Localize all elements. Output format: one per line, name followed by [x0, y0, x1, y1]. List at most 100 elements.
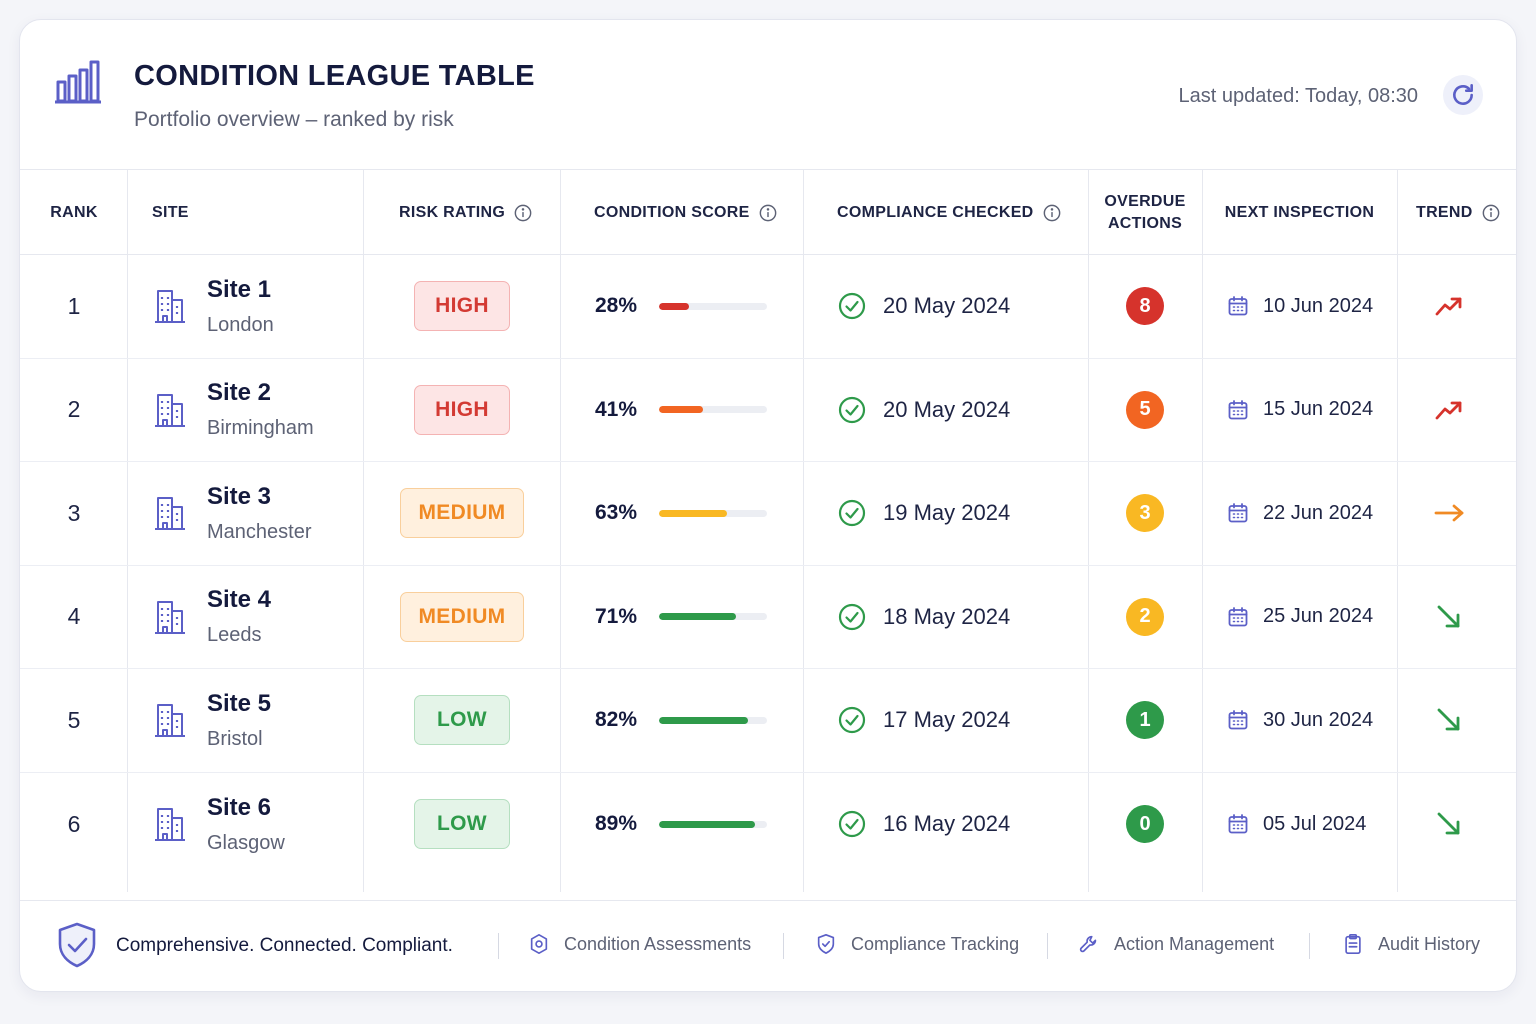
building-icon [155, 704, 185, 738]
score-bar-fill [659, 613, 736, 621]
info-icon[interactable] [759, 204, 777, 222]
site-cell[interactable]: Site 4 Leeds [153, 566, 271, 669]
site-cell[interactable]: Site 6 Glasgow [153, 773, 285, 877]
site-cell[interactable]: Site 1 London [153, 255, 274, 358]
calendar-icon [1228, 814, 1248, 834]
score-value: 63% [595, 501, 638, 525]
risk-cell: HIGH [363, 255, 561, 358]
column-header-next-inspection[interactable]: NEXT INSPECTION [1224, 203, 1375, 221]
column-header-trend[interactable]: TREND [1416, 170, 1500, 255]
overdue-count-badge[interactable]: 0 [1126, 805, 1164, 844]
footer-link-action-management[interactable]: Action Management [1078, 933, 1274, 955]
column-divider [1397, 170, 1398, 892]
score-cell: 71% [595, 566, 767, 669]
column-header-compliance[interactable]: COMPLIANCE CHECKED [837, 170, 1061, 255]
score-bar-fill [659, 509, 728, 517]
risk-cell: LOW [363, 669, 561, 772]
overdue-count-badge[interactable]: 1 [1126, 701, 1164, 740]
site-name[interactable]: Site 1 [207, 275, 272, 303]
next-inspection-date: 25 Jun 2024 [1263, 605, 1374, 628]
building-icon [155, 393, 185, 427]
footer-link-audit-history[interactable]: Audit History [1342, 933, 1480, 955]
column-header-site[interactable]: SITE [152, 203, 189, 221]
footer-link-compliance-tracking[interactable]: Compliance Tracking [815, 933, 1019, 955]
overdue-cell: 2 [1088, 566, 1202, 669]
next-inspection-cell: 10 Jun 2024 [1227, 255, 1373, 358]
score-value: 41% [595, 397, 638, 421]
site-name[interactable]: Site 2 [207, 379, 272, 407]
table-row[interactable]: 2 Site 2 Birmingham HIGH 41% 20 May 2024 5 15 J… [20, 359, 1516, 462]
footer-tagline: Comprehensive. Connected. Compliant. [116, 935, 453, 956]
site-city: Glasgow [207, 831, 285, 854]
site-city: Leeds [207, 624, 262, 647]
next-inspection-date: 22 Jun 2024 [1263, 501, 1374, 524]
overdue-count-badge[interactable]: 5 [1126, 390, 1164, 429]
score-value: 28% [595, 294, 638, 318]
compliance-date: 20 May 2024 [883, 293, 1011, 319]
next-inspection-date: 05 Jul 2024 [1263, 812, 1367, 835]
info-icon[interactable] [1043, 204, 1061, 222]
score-cell: 28% [595, 255, 767, 358]
rank-cell: 4 [67, 603, 81, 630]
footer-link-condition-assessments[interactable]: Condition Assessments [528, 933, 751, 955]
overdue-count-badge[interactable]: 3 [1126, 494, 1164, 533]
info-icon[interactable] [1482, 204, 1500, 222]
overdue-count-badge[interactable]: 2 [1126, 597, 1164, 636]
site-name[interactable]: Site 6 [207, 793, 272, 821]
compliance-cell: 20 May 2024 [838, 359, 1010, 462]
risk-header-label: RISK RATING [399, 203, 506, 221]
next-inspection-date: 10 Jun 2024 [1263, 294, 1374, 317]
compliance-cell: 20 May 2024 [838, 255, 1010, 358]
column-header-score[interactable]: CONDITION SCORE [594, 170, 777, 255]
score-cell: 89% [595, 773, 767, 877]
site-cell[interactable]: Site 3 Manchester [153, 462, 312, 565]
table-row[interactable]: 3 Site 3 Manchester MEDIUM 63% 19 May 2024 3 22… [20, 462, 1516, 566]
compliance-date: 19 May 2024 [883, 500, 1011, 526]
score-bar-fill [659, 820, 756, 828]
site-name[interactable]: Site 4 [207, 586, 272, 614]
site-city: London [207, 313, 274, 336]
trend-down-icon [1437, 812, 1460, 835]
compliance-date: 18 May 2024 [883, 603, 1011, 629]
site-city: Manchester [207, 520, 312, 543]
risk-cell: LOW [363, 773, 561, 877]
trend-cell [1398, 566, 1500, 669]
column-divider [1088, 170, 1089, 892]
table-row[interactable]: 1 Site 1 London HIGH 28% 20 May 2024 8 10 Jun 2… [20, 255, 1516, 359]
building-icon [155, 290, 185, 324]
trend-header-label: TREND [1416, 203, 1473, 221]
column-header-overdue[interactable]: OVERDUE ACTIONS [1088, 170, 1202, 255]
trend-cell [1398, 669, 1500, 772]
risk-cell: MEDIUM [363, 566, 561, 669]
table-row[interactable]: 6 Site 6 Glasgow LOW 89% 16 May 2024 0 05 Jul 2… [20, 773, 1516, 877]
score-bar [659, 406, 767, 414]
trend-down-icon [1437, 708, 1460, 731]
trend-cell [1398, 359, 1500, 462]
risk-cell: HIGH [363, 359, 561, 462]
refresh-button[interactable] [1443, 75, 1483, 115]
footer-separator [1047, 933, 1048, 959]
score-cell: 82% [595, 669, 767, 772]
score-value: 71% [595, 604, 638, 628]
info-icon[interactable] [514, 204, 532, 222]
footer-link-label: Condition Assessments [564, 933, 752, 954]
column-header-risk[interactable]: RISK RATING [399, 170, 532, 255]
score-bar-fill [659, 302, 690, 310]
site-name[interactable]: Site 5 [207, 689, 272, 717]
check-circle-icon [838, 707, 866, 734]
site-cell[interactable]: Site 2 Birmingham [153, 359, 314, 462]
overdue-count-badge[interactable]: 8 [1126, 287, 1164, 326]
check-circle-icon [838, 293, 866, 320]
compliance-cell: 18 May 2024 [838, 566, 1010, 669]
footer-separator [783, 933, 784, 959]
wrench-icon [1079, 935, 1097, 953]
score-cell: 63% [595, 462, 767, 565]
table-row[interactable]: 4 Site 4 Leeds MEDIUM 71% 18 May 2024 2 25 Jun … [20, 566, 1516, 669]
site-cell[interactable]: Site 5 Bristol [153, 669, 271, 772]
building-icon [155, 497, 185, 531]
column-header-rank[interactable]: RANK [50, 203, 98, 221]
table-row[interactable]: 5 Site 5 Bristol LOW 82% 17 May 2024 1 30 Jun 2… [20, 669, 1516, 773]
score-header-label: CONDITION SCORE [594, 203, 750, 221]
compliance-date: 20 May 2024 [883, 396, 1011, 422]
site-name[interactable]: Site 3 [207, 482, 272, 510]
